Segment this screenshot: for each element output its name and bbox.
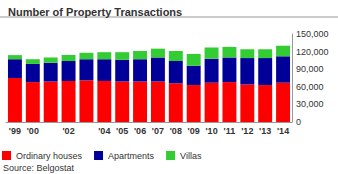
svg-text:120,000: 120,000: [296, 47, 329, 57]
svg-text:'02: '02: [62, 126, 74, 136]
svg-text:'12: '12: [241, 126, 253, 136]
svg-text:'11: '11: [224, 126, 236, 136]
svg-text:'14: '14: [277, 126, 289, 136]
svg-text:'06: '06: [134, 126, 146, 136]
svg-text:'07: '07: [152, 126, 164, 136]
svg-text:Number of Property Transaction: Number of Property Transactions: [8, 6, 182, 18]
svg-text:'00: '00: [27, 126, 39, 136]
svg-text:Ordinary houses: Ordinary houses: [16, 151, 83, 161]
svg-text:Villas: Villas: [180, 151, 202, 161]
svg-text:30,000: 30,000: [296, 99, 324, 109]
svg-text:'09: '09: [188, 126, 200, 136]
svg-text:'13: '13: [259, 126, 271, 136]
svg-text:Apartments: Apartments: [108, 151, 155, 161]
svg-text:Source: Belgostat: Source: Belgostat: [3, 163, 75, 173]
svg-text:150,000: 150,000: [296, 29, 329, 39]
svg-text:'10: '10: [205, 126, 217, 136]
svg-text:'08: '08: [170, 126, 182, 136]
svg-text:'04: '04: [98, 126, 110, 136]
svg-text:'99: '99: [9, 126, 21, 136]
svg-text:60,000: 60,000: [296, 82, 324, 92]
svg-text:0: 0: [296, 117, 301, 127]
svg-text:90,000: 90,000: [296, 64, 324, 74]
svg-text:'05: '05: [116, 126, 128, 136]
